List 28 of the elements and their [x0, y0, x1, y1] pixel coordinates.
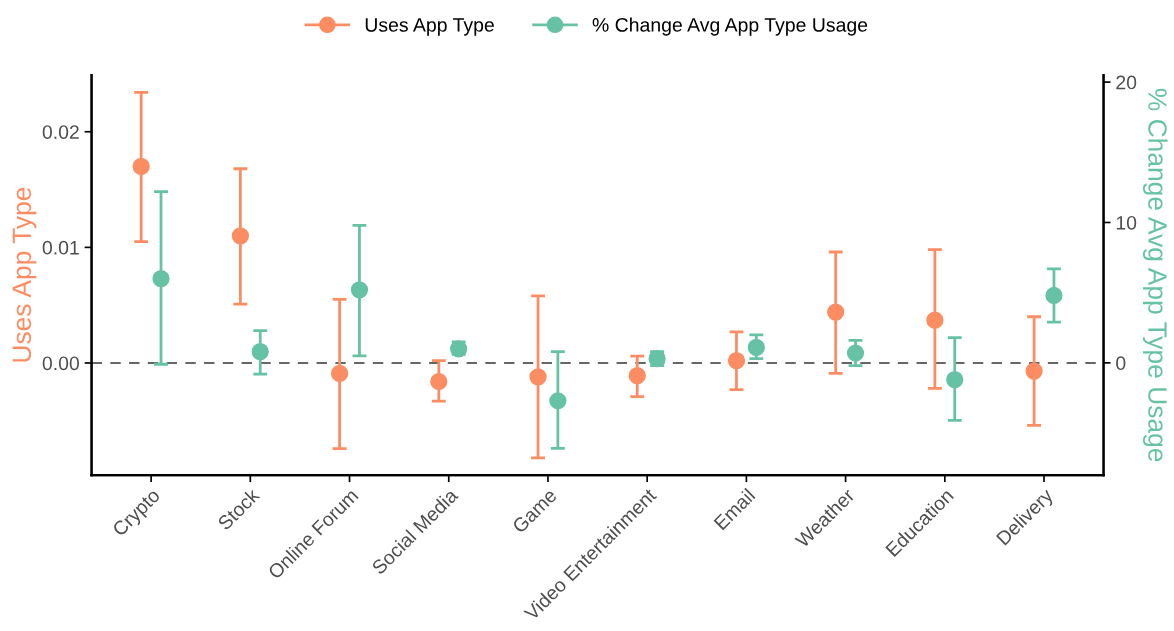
y2-tick-label: 10 — [1116, 215, 1137, 230]
point — [926, 311, 944, 329]
y2-tick-label: 0 — [1116, 356, 1126, 371]
point — [1025, 362, 1043, 380]
point — [747, 338, 765, 357]
y-tick-label: 0.02 — [42, 125, 79, 139]
point — [846, 344, 865, 362]
point — [152, 270, 170, 288]
point — [727, 352, 746, 370]
legend-label: Uses App Type — [365, 18, 494, 36]
point — [549, 392, 567, 410]
y2-tick-label: 20 — [1116, 75, 1137, 90]
y2-axis-title: % Change Avg App Type Usage — [1142, 88, 1168, 462]
point — [330, 364, 349, 383]
y-tick-label: 0.00 — [42, 356, 80, 371]
point — [628, 367, 646, 385]
point — [251, 343, 269, 361]
point — [1045, 286, 1063, 305]
point — [132, 157, 150, 176]
point — [827, 303, 845, 321]
point — [231, 227, 250, 245]
point — [350, 281, 369, 299]
point — [430, 372, 448, 391]
point — [529, 368, 547, 386]
y-axis-title: Uses App Type — [12, 187, 37, 362]
legend-label: % Change Avg App Type Usage — [592, 17, 868, 36]
point — [946, 371, 964, 389]
y-tick-label: 0.01 — [42, 240, 79, 255]
